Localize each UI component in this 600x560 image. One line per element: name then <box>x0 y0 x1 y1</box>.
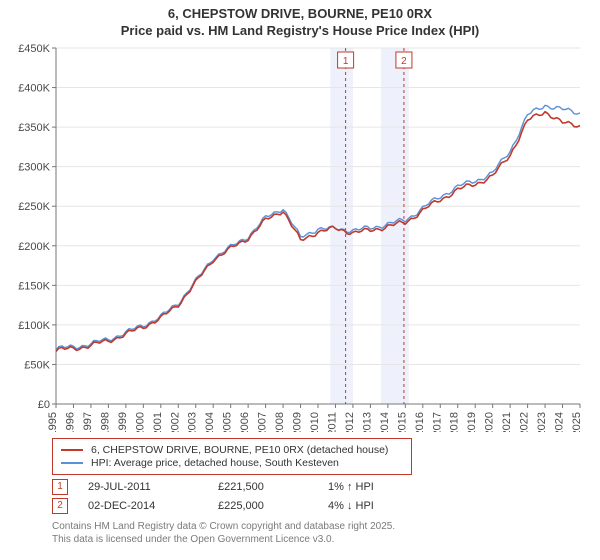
svg-text:2008: 2008 <box>274 412 286 432</box>
svg-text:£100K: £100K <box>18 320 50 332</box>
sale-delta: 1% ↑ HPI <box>328 481 428 493</box>
chart-area: £0 £50K £100K £150K £200K £250K £300K £350K £400… <box>10 42 590 432</box>
svg-text:2019: 2019 <box>466 412 478 432</box>
footer-line1: Contains HM Land Registry data © Crown c… <box>52 520 590 533</box>
svg-text:2005: 2005 <box>222 412 234 432</box>
title-address: 6, CHEPSTOW DRIVE, BOURNE, PE10 0RX <box>10 6 590 23</box>
svg-text:2014: 2014 <box>379 412 391 432</box>
sale-date: 29-JUL-2011 <box>88 481 198 493</box>
svg-text:2004: 2004 <box>204 412 216 432</box>
svg-text:2016: 2016 <box>414 412 426 432</box>
svg-text:1999: 1999 <box>117 412 129 432</box>
svg-text:1997: 1997 <box>82 412 94 432</box>
sale-date: 02-DEC-2014 <box>88 500 198 512</box>
svg-text:1: 1 <box>343 56 349 67</box>
sale-marker: 1 <box>52 479 68 495</box>
svg-text:£450K: £450K <box>18 43 50 55</box>
legend-label: 6, CHEPSTOW DRIVE, BOURNE, PE10 0RX (det… <box>91 444 388 456</box>
svg-text:2025: 2025 <box>571 412 583 432</box>
legend-item: HPI: Average price, detached house, Sout… <box>61 457 403 469</box>
svg-text:2003: 2003 <box>187 412 199 432</box>
svg-text:2020: 2020 <box>484 412 496 432</box>
svg-text:2001: 2001 <box>152 412 164 432</box>
title-block: 6, CHEPSTOW DRIVE, BOURNE, PE10 0RX Pric… <box>10 6 590 40</box>
legend-item: 6, CHEPSTOW DRIVE, BOURNE, PE10 0RX (det… <box>61 444 403 456</box>
svg-text:2015: 2015 <box>396 412 408 432</box>
sale-row: 2 02-DEC-2014 £225,000 4% ↓ HPI <box>52 498 590 514</box>
svg-text:2023: 2023 <box>536 412 548 432</box>
legend-swatch <box>61 462 83 464</box>
legend-box: 6, CHEPSTOW DRIVE, BOURNE, PE10 0RX (det… <box>52 438 412 475</box>
footer-line2: This data is licensed under the Open Gov… <box>52 533 590 546</box>
legend-label: HPI: Average price, detached house, Sout… <box>91 457 339 469</box>
svg-text:2012: 2012 <box>344 412 356 432</box>
legend-swatch <box>61 449 83 451</box>
svg-text:2002: 2002 <box>169 412 181 432</box>
svg-text:2000: 2000 <box>134 412 146 432</box>
svg-text:2010: 2010 <box>309 412 321 432</box>
sale-delta: 4% ↓ HPI <box>328 500 428 512</box>
title-subtitle: Price paid vs. HM Land Registry's House … <box>10 23 590 40</box>
svg-text:2018: 2018 <box>449 412 461 432</box>
svg-text:2021: 2021 <box>501 412 513 432</box>
chart-container: 6, CHEPSTOW DRIVE, BOURNE, PE10 0RX Pric… <box>0 0 600 550</box>
svg-text:2011: 2011 <box>326 412 338 432</box>
sale-price: £225,000 <box>218 500 308 512</box>
sale-rows: 1 29-JUL-2011 £221,500 1% ↑ HPI 2 02-DEC-2014… <box>52 479 590 514</box>
footer-attribution: Contains HM Land Registry data © Crown c… <box>52 520 590 546</box>
line-chart-svg: £0 £50K £100K £150K £200K £250K £300K £350K £400… <box>10 42 590 432</box>
svg-text:£350K: £350K <box>18 122 50 134</box>
svg-text:2024: 2024 <box>554 412 566 432</box>
svg-text:£0: £0 <box>38 399 50 411</box>
svg-text:2007: 2007 <box>257 412 269 432</box>
sale-row: 1 29-JUL-2011 £221,500 1% ↑ HPI <box>52 479 590 495</box>
sale-price: £221,500 <box>218 481 308 493</box>
svg-text:2006: 2006 <box>239 412 251 432</box>
svg-text:2017: 2017 <box>431 412 443 432</box>
svg-text:2: 2 <box>401 56 407 67</box>
svg-text:1998: 1998 <box>99 412 111 432</box>
svg-text:1996: 1996 <box>64 412 76 432</box>
svg-text:£400K: £400K <box>18 82 50 94</box>
svg-text:2009: 2009 <box>292 412 304 432</box>
svg-text:£150K: £150K <box>18 280 50 292</box>
svg-text:£300K: £300K <box>18 161 50 173</box>
svg-text:£50K: £50K <box>24 359 50 371</box>
svg-text:£250K: £250K <box>18 201 50 213</box>
svg-text:£200K: £200K <box>18 241 50 253</box>
sale-marker: 2 <box>52 498 68 514</box>
svg-text:2022: 2022 <box>519 412 531 432</box>
svg-text:1995: 1995 <box>47 412 59 432</box>
svg-text:2013: 2013 <box>361 412 373 432</box>
